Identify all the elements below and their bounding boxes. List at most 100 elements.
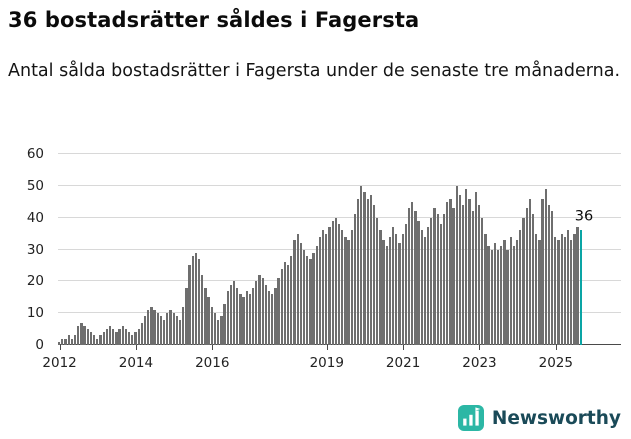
bar (455, 185, 458, 345)
y-axis-label: 40 (26, 209, 44, 226)
bar (535, 233, 538, 345)
bar (541, 198, 544, 345)
bar (140, 322, 143, 345)
bar (290, 255, 293, 345)
bar (337, 224, 341, 345)
x-axis-label: 2023 (462, 355, 497, 371)
bar (430, 217, 433, 345)
bar-chart: 0 10 20 30 40 50 60 36 2012 2014 2016 2019 2021 202… (8, 146, 623, 380)
gridline (58, 184, 621, 186)
bar (325, 233, 328, 345)
x-axis-tick (555, 345, 557, 350)
bar (299, 243, 303, 345)
bar (369, 195, 372, 345)
bar (528, 198, 532, 345)
bar (372, 204, 376, 345)
bar (576, 227, 579, 345)
bar (118, 329, 121, 345)
bar (121, 325, 124, 345)
bar (150, 306, 153, 345)
bar (115, 332, 118, 345)
bar (414, 211, 417, 345)
bar (350, 230, 353, 345)
bar (516, 239, 519, 345)
bar (531, 214, 535, 345)
bar (509, 236, 512, 345)
bar (570, 239, 573, 345)
bar (496, 249, 500, 345)
bar (108, 325, 112, 345)
highlighted-bar (579, 230, 582, 345)
bar (411, 201, 414, 345)
x-axis-label: 2016 (195, 355, 230, 371)
bar (525, 208, 528, 345)
bar (86, 329, 89, 345)
bar (506, 249, 509, 345)
bar (366, 198, 369, 345)
bar (127, 332, 131, 345)
bar (563, 236, 567, 345)
bar (283, 262, 287, 345)
bar (201, 274, 204, 345)
bar (223, 303, 226, 345)
bar (404, 224, 407, 345)
bar (554, 236, 557, 345)
bar (156, 313, 159, 345)
bar (322, 230, 325, 345)
last-value-label: 36 (574, 208, 594, 225)
bar (433, 208, 436, 345)
bar (442, 214, 446, 345)
bar (391, 227, 395, 345)
gridline (58, 153, 621, 154)
bar (188, 265, 191, 345)
bar (229, 284, 233, 345)
bar (341, 230, 344, 345)
bar (287, 265, 290, 345)
bar (182, 306, 185, 345)
bar (105, 329, 108, 345)
bar (159, 316, 163, 345)
plot-area: 36 (58, 153, 621, 345)
bar (102, 332, 105, 345)
bar (388, 236, 392, 345)
bar (328, 227, 331, 345)
bar (487, 246, 490, 345)
bar (477, 204, 481, 345)
bar (347, 239, 350, 345)
chart-subtitle: Antal sålda bostadsrätter i Fagersta und… (8, 61, 621, 81)
bar (178, 319, 182, 345)
bar (426, 227, 430, 345)
bar (153, 309, 156, 345)
bar (423, 236, 427, 345)
bar (436, 214, 439, 345)
bar (376, 217, 379, 345)
bar (134, 332, 137, 345)
bar (522, 217, 525, 345)
bar (452, 208, 455, 345)
bar (344, 236, 347, 345)
bar (137, 329, 140, 345)
y-axis-label: 20 (26, 273, 44, 290)
bar (274, 287, 277, 345)
bar (245, 290, 248, 345)
bar (385, 246, 388, 345)
x-axis-tick (212, 345, 214, 350)
x-axis-tick (403, 345, 405, 350)
bar (474, 192, 477, 345)
x-axis-tick (59, 345, 61, 350)
bar (213, 313, 217, 345)
y-axis-label: 0 (35, 337, 44, 353)
bar (461, 204, 465, 345)
bar (248, 294, 252, 345)
bar (398, 243, 401, 345)
x-axis-label: 2012 (42, 355, 77, 371)
bar (80, 322, 83, 345)
bar (73, 335, 77, 345)
bar (89, 332, 93, 345)
bar (58, 341, 61, 345)
bar (169, 309, 172, 345)
bar (318, 236, 322, 345)
bar (64, 338, 67, 345)
bar (439, 224, 442, 345)
bar (363, 192, 366, 345)
